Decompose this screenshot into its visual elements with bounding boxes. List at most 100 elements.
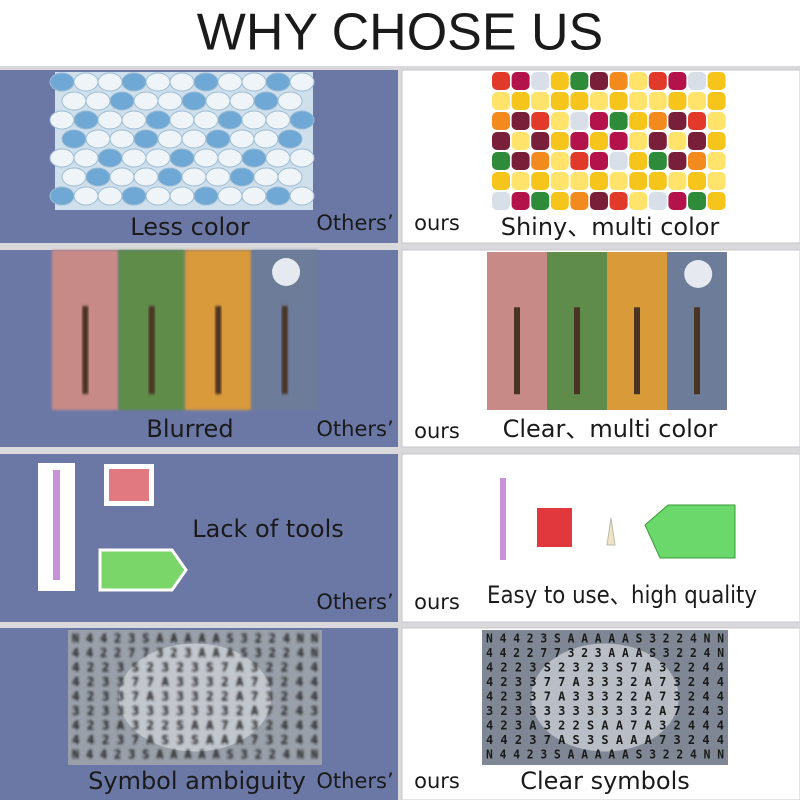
bead xyxy=(217,186,243,206)
bead xyxy=(217,72,243,92)
bead xyxy=(97,72,123,92)
bead xyxy=(277,129,303,149)
bead xyxy=(550,172,569,190)
bead xyxy=(289,110,315,130)
tree-trunk xyxy=(694,307,700,395)
bead xyxy=(688,72,706,90)
symbol-row: 4 4 2 2 7 7 3 2 3 A A A S 3 2 2 4 N xyxy=(486,646,724,660)
bead xyxy=(688,152,706,170)
bead xyxy=(241,110,267,130)
symbol-row: 4 2 3 3 7 7 A 3 3 3 2 A 7 3 2 4 4 xyxy=(486,675,724,689)
bead xyxy=(707,92,726,110)
bead xyxy=(688,92,706,110)
applicator xyxy=(606,517,616,546)
symbol-row: 4 2 2 3 S 2 3 2 3 S 7 A 3 2 2 4 4 xyxy=(486,661,724,675)
bead xyxy=(241,186,267,206)
tree-trunk xyxy=(514,307,520,395)
pen xyxy=(53,470,60,580)
right-caption: Clear、multi color xyxy=(503,415,718,443)
color-beads xyxy=(492,72,726,210)
bead xyxy=(531,172,550,190)
tools-right xyxy=(500,478,736,560)
bead xyxy=(205,167,231,187)
bead xyxy=(492,152,510,170)
bead xyxy=(217,110,243,130)
bead xyxy=(265,148,291,168)
pale-beads xyxy=(49,72,315,210)
bead xyxy=(157,129,183,149)
bead xyxy=(277,167,303,187)
bead xyxy=(133,129,159,149)
moon xyxy=(272,258,301,286)
bead xyxy=(277,91,303,111)
bead xyxy=(241,72,267,92)
blurry-symbols: N 4 4 2 3 S A A A A A S 3 2 2 4 N N4 4 2… xyxy=(68,630,322,765)
bead xyxy=(550,192,569,210)
symbol-row: 4 4 2 2 7 7 3 2 3 A A A S 3 2 2 4 N xyxy=(72,646,318,660)
bead xyxy=(492,92,510,110)
motif xyxy=(531,643,679,752)
bead xyxy=(570,72,589,90)
bead xyxy=(289,186,315,206)
bead xyxy=(157,167,183,187)
bead xyxy=(121,186,147,206)
bead xyxy=(157,91,183,111)
bead xyxy=(550,72,569,90)
bead xyxy=(609,132,628,150)
bead xyxy=(707,112,726,130)
bead xyxy=(590,132,608,150)
bead xyxy=(169,148,195,168)
bead xyxy=(49,72,75,92)
bead xyxy=(531,112,550,130)
bead xyxy=(229,167,255,187)
bead xyxy=(590,192,608,210)
bead xyxy=(181,129,207,149)
symbol-row: 4 2 3 3 7 7 A 3 3 3 2 A 7 3 2 4 4 xyxy=(72,675,318,689)
bead xyxy=(668,172,687,190)
bead xyxy=(205,129,231,149)
symbol-row: 4 4 2 3 7 A S 3 S A A A 7 3 2 4 4 xyxy=(486,733,724,747)
symbol-row: 4 2 3 3 7 A 3 3 3 2 2 A 7 3 2 4 4 xyxy=(72,690,318,704)
bead xyxy=(49,148,75,168)
bead xyxy=(609,72,628,90)
bead xyxy=(648,172,667,190)
tray xyxy=(98,548,188,592)
bead xyxy=(550,132,569,150)
bead xyxy=(121,110,147,130)
symbol-row: 4 2 3 A 3 2 2 S A A 7 A 3 2 4 4 4 xyxy=(486,719,724,733)
bead xyxy=(629,92,648,110)
symbol-row: 4 2 2 3 S 2 3 2 3 S 7 A 3 2 2 4 4 xyxy=(72,661,318,675)
bead xyxy=(193,72,219,92)
bead xyxy=(145,110,171,130)
bead xyxy=(109,167,135,187)
bead xyxy=(193,148,219,168)
left-caption: Lack of tools xyxy=(192,515,344,543)
bead xyxy=(629,72,648,90)
bead xyxy=(85,129,111,149)
bead xyxy=(531,152,550,170)
bead xyxy=(570,92,589,110)
bead xyxy=(668,152,687,170)
bead xyxy=(550,152,569,170)
bead xyxy=(492,72,510,90)
bead xyxy=(109,91,135,111)
bead xyxy=(265,110,291,130)
bead xyxy=(121,148,147,168)
bead xyxy=(707,72,726,90)
left-caption: Blurred xyxy=(146,415,233,443)
tools-left xyxy=(38,463,188,592)
wax xyxy=(537,508,572,547)
title: WHY CHOSE US xyxy=(197,4,603,62)
bead xyxy=(73,110,99,130)
header-band xyxy=(0,0,800,66)
bead xyxy=(85,167,111,187)
bead xyxy=(492,132,510,150)
symbol-row: N 4 4 2 3 S A A A A A S 3 2 2 4 N N xyxy=(486,632,724,646)
bead xyxy=(590,72,608,90)
others-label: Others’ xyxy=(316,769,393,793)
bead xyxy=(550,112,569,130)
bead xyxy=(241,148,267,168)
bead xyxy=(648,152,667,170)
bead xyxy=(73,148,99,168)
